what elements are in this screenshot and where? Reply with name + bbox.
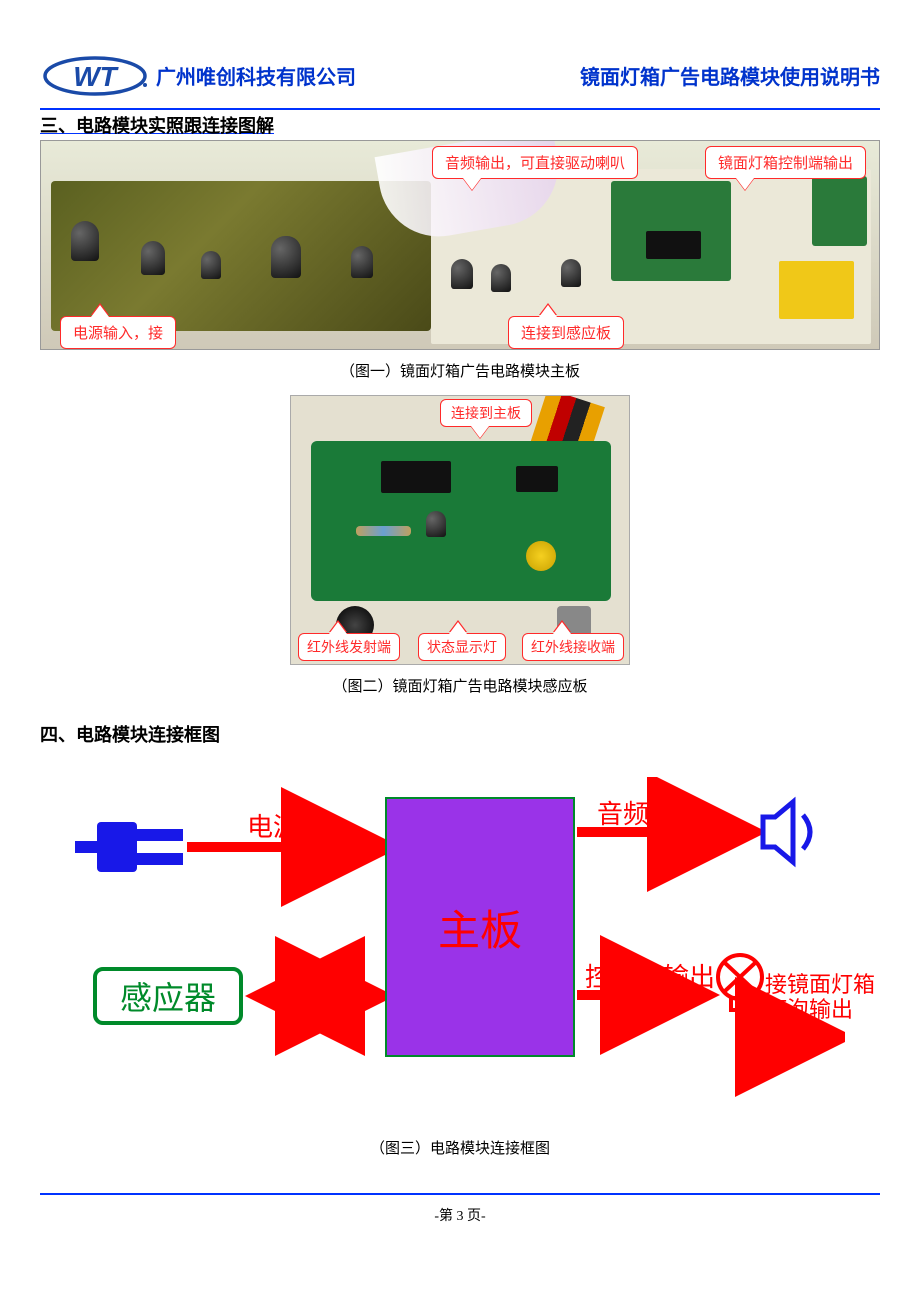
figure2-caption: （图二）镜面灯箱广告电路模块感应板 bbox=[40, 675, 880, 696]
diagram-label-power-in: 电源输入 bbox=[247, 807, 351, 844]
diagram-main-block: 主板 bbox=[385, 797, 575, 1057]
company-logo: WT bbox=[40, 50, 150, 100]
output-terminal bbox=[812, 176, 867, 246]
diagram-label-ctrl-out: 控制端输出 bbox=[585, 957, 715, 994]
callout-ir-tx: 红外线发射端 bbox=[298, 633, 400, 661]
page-number: -第 3 页- bbox=[40, 1205, 880, 1225]
callout-audio-out: 音频输出，可直接驱动喇叭 bbox=[432, 146, 638, 179]
callout-to-main: 连接到主板 bbox=[440, 399, 532, 427]
section4-title: 四、电路模块连接框图 bbox=[40, 721, 880, 747]
relay bbox=[779, 261, 854, 319]
figure1-wrap: 音频输出，可直接驱动喇叭 镜面灯箱控制端输出 电源输入，接 连接到感应板 bbox=[40, 140, 880, 350]
diagram-main-label: 主板 bbox=[438, 897, 522, 958]
footer-rule bbox=[40, 1193, 880, 1195]
figure1-caption: （图一）镜面灯箱广告电路模块主板 bbox=[40, 360, 880, 381]
company-name: 广州唯创科技有限公司 bbox=[156, 61, 356, 90]
callout-ir-rx: 红外线接收端 bbox=[522, 633, 624, 661]
diagram-sensor-block: 感应器 bbox=[93, 967, 243, 1025]
svg-text:WT: WT bbox=[73, 61, 119, 92]
header-left: WT 广州唯创科技有限公司 bbox=[40, 50, 356, 100]
callout-status-led: 状态显示灯 bbox=[418, 633, 506, 661]
diagram-label-audio-out: 音频输出 bbox=[597, 794, 701, 831]
audio-module bbox=[611, 181, 731, 281]
callout-power-in: 电源输入，接 bbox=[60, 316, 176, 349]
diagram-label-lamp-out: 接镜面灯箱 灯泡输出 bbox=[765, 972, 875, 1023]
block-diagram: 主板 感应器 电源输入 音频输出 控制端输出 接镜面灯箱 灯泡输出 bbox=[75, 777, 845, 1097]
sensor-pcb bbox=[311, 441, 611, 601]
header-rule bbox=[40, 108, 880, 110]
document-title: 镜面灯箱广告电路模块使用说明书 bbox=[580, 61, 880, 90]
section3-title: 三、电路模块实照跟连接图解 bbox=[40, 112, 880, 138]
figure3-caption: （图三）电路模块连接框图 bbox=[40, 1137, 880, 1158]
page-header: WT 广州唯创科技有限公司 镜面灯箱广告电路模块使用说明书 bbox=[40, 50, 880, 100]
figure2-wrap: 连接到主板 红外线发射端 状态显示灯 红外线接收端 bbox=[290, 395, 630, 665]
callout-to-sensor: 连接到感应板 bbox=[508, 316, 624, 349]
callout-ctrl-out: 镜面灯箱控制端输出 bbox=[705, 146, 866, 179]
